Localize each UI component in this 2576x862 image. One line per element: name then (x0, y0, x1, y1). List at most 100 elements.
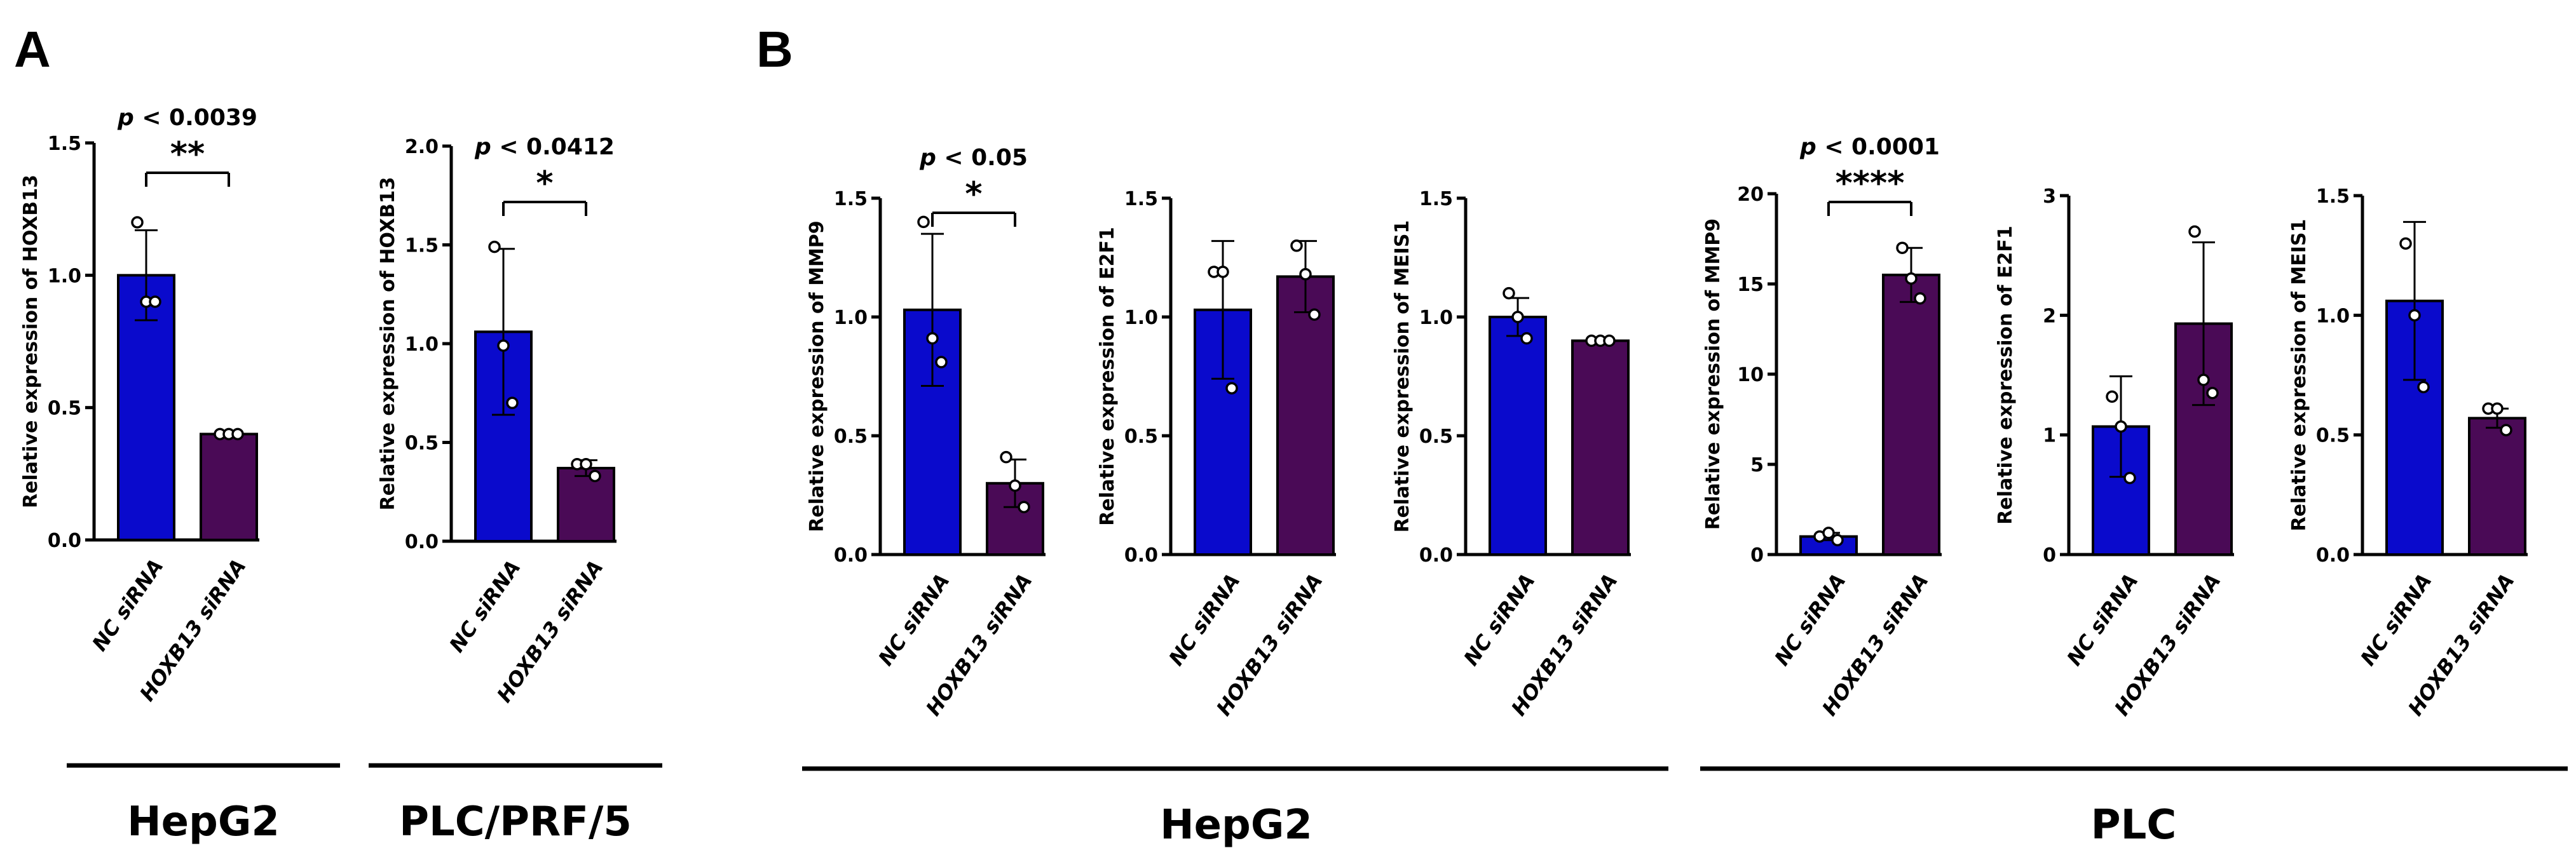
p-value-label: p < 0.0412 (474, 134, 615, 160)
data-point (1905, 272, 1918, 285)
data-point (1503, 286, 1515, 300)
significance-stars: **** (1836, 165, 1905, 203)
data-point (580, 457, 592, 471)
x-category-label: NC siRNA (444, 556, 525, 657)
y-tick-label: 0.5 (1124, 426, 1158, 448)
y-tick-label: 5 (1750, 454, 1764, 476)
y-tick-label: 0 (1750, 544, 1764, 567)
data-point (131, 216, 144, 229)
chart-8: 0.0 0.5 1.0 1.5 Relative expression of MEIS1… (2288, 185, 2528, 720)
data-point (1308, 308, 1321, 321)
y-tick-label: 0.5 (1419, 426, 1453, 448)
data-point (2491, 402, 2504, 415)
data-point (589, 469, 601, 483)
y-tick-label: 0.0 (1124, 544, 1158, 567)
y-axis-label: Relative expression of HOXB13 (20, 175, 42, 508)
y-tick-label: 2 (2043, 305, 2056, 327)
data-point (1831, 534, 1844, 547)
y-tick-label: 0.5 (2316, 425, 2350, 447)
data-point (2123, 471, 2136, 485)
data-point (1018, 501, 1030, 513)
data-point (917, 215, 930, 229)
y-tick-label: 1.0 (834, 307, 868, 329)
panel-letter-b: B (756, 21, 793, 77)
bar-hoxb13-sirna (2468, 417, 2526, 556)
data-point (1603, 334, 1616, 347)
data-point (2188, 225, 2201, 238)
data-point (2408, 309, 2421, 322)
y-tick-label: 1.5 (834, 188, 868, 210)
chart-3: 0.0 0.5 1.0 1.5 Relative expression of MMP9 N… (806, 145, 1046, 720)
data-point (497, 339, 510, 352)
data-point (935, 356, 948, 368)
y-tick-label: 0 (2043, 544, 2056, 567)
data-point (2197, 374, 2210, 386)
data-point (926, 332, 939, 345)
x-category-label: NC siRNA (87, 555, 168, 656)
y-axis-label: Relative expression of E2F1 (1096, 227, 1119, 526)
y-tick-label: 15 (1737, 274, 1764, 296)
y-tick-label: 0.0 (1419, 544, 1453, 567)
y-tick-label: 20 (1737, 184, 1764, 206)
x-category-label: NC siRNA (873, 569, 954, 670)
y-axis-label: Relative expression of MMP9 (806, 220, 828, 532)
data-point (1896, 241, 1909, 254)
x-category-label: NC siRNA (1164, 569, 1244, 670)
y-tick-label: 1.5 (405, 235, 439, 257)
significance-stars: * (536, 165, 553, 203)
y-axis-label: Relative expression of MMP9 (1702, 219, 1724, 530)
chart-1: 0.0 0.5 1.0 1.5 Relative expression of HOXB1… (20, 105, 259, 706)
data-point (1914, 292, 1926, 305)
data-point (1822, 527, 1835, 539)
data-point (2417, 380, 2430, 394)
y-tick-label: 1 (2043, 425, 2056, 447)
y-axis-label: Relative expression of HOXB13 (377, 177, 399, 510)
group-label-hepg2-b: HepG2 (1160, 802, 1312, 849)
x-category-label: NC siRNA (2355, 569, 2436, 670)
y-tick-label: 2.0 (405, 136, 439, 158)
p-value-label: p < 0.0001 (1799, 134, 1940, 160)
y-axis-label: Relative expression of MEIS1 (2288, 219, 2310, 532)
y-tick-label: 1.0 (1419, 307, 1453, 329)
data-point (2206, 387, 2219, 400)
bar-hoxb13-sirna (1276, 275, 1335, 556)
y-tick-label: 10 (1737, 364, 1764, 386)
y-tick-label: 0.5 (48, 398, 81, 420)
data-point (1520, 332, 1533, 345)
y-tick-label: 1.5 (1419, 188, 1453, 210)
y-axis-label: Relative expression of MEIS1 (1391, 220, 1414, 533)
data-point (1009, 479, 1021, 492)
p-value-label: p < 0.0039 (117, 105, 257, 131)
group-label-plc-prf5-a: PLC/PRF/5 (399, 798, 632, 845)
chart-2: 0.0 0.5 1.0 1.5 2.0 Relative expression of HO… (377, 134, 617, 707)
x-category-label: NC siRNA (1459, 569, 1539, 670)
p-value-label: p < 0.05 (919, 145, 1028, 171)
panel-letter-a: A (14, 21, 51, 77)
y-tick-label: 0.0 (2316, 544, 2350, 567)
x-category-label: NC siRNA (2062, 569, 2143, 670)
group-label-plc-b: PLC (2091, 802, 2177, 849)
data-point (1000, 450, 1012, 464)
data-point (488, 240, 501, 253)
bar-hoxb13-sirna (1882, 273, 1940, 556)
data-point (231, 428, 244, 441)
data-point (1511, 311, 1524, 323)
significance-stars: ** (170, 135, 205, 173)
data-point (1299, 267, 1312, 281)
y-axis-label: Relative expression of E2F1 (1994, 226, 2017, 525)
data-point (506, 396, 519, 410)
data-point (1225, 382, 1238, 394)
data-point (1290, 239, 1303, 252)
y-tick-label: 1.0 (1124, 307, 1158, 329)
bar-hoxb13-sirna (200, 433, 258, 541)
data-point (2500, 424, 2512, 436)
bar-nc-sirna (1489, 316, 1547, 556)
y-tick-label: 1.5 (48, 133, 81, 155)
x-category-label: NC siRNA (1769, 569, 1850, 670)
y-tick-label: 1.0 (405, 333, 439, 356)
y-tick-label: 0.5 (834, 426, 868, 448)
data-point (1216, 266, 1229, 278)
group-label-hepg2-a: HepG2 (127, 798, 280, 845)
